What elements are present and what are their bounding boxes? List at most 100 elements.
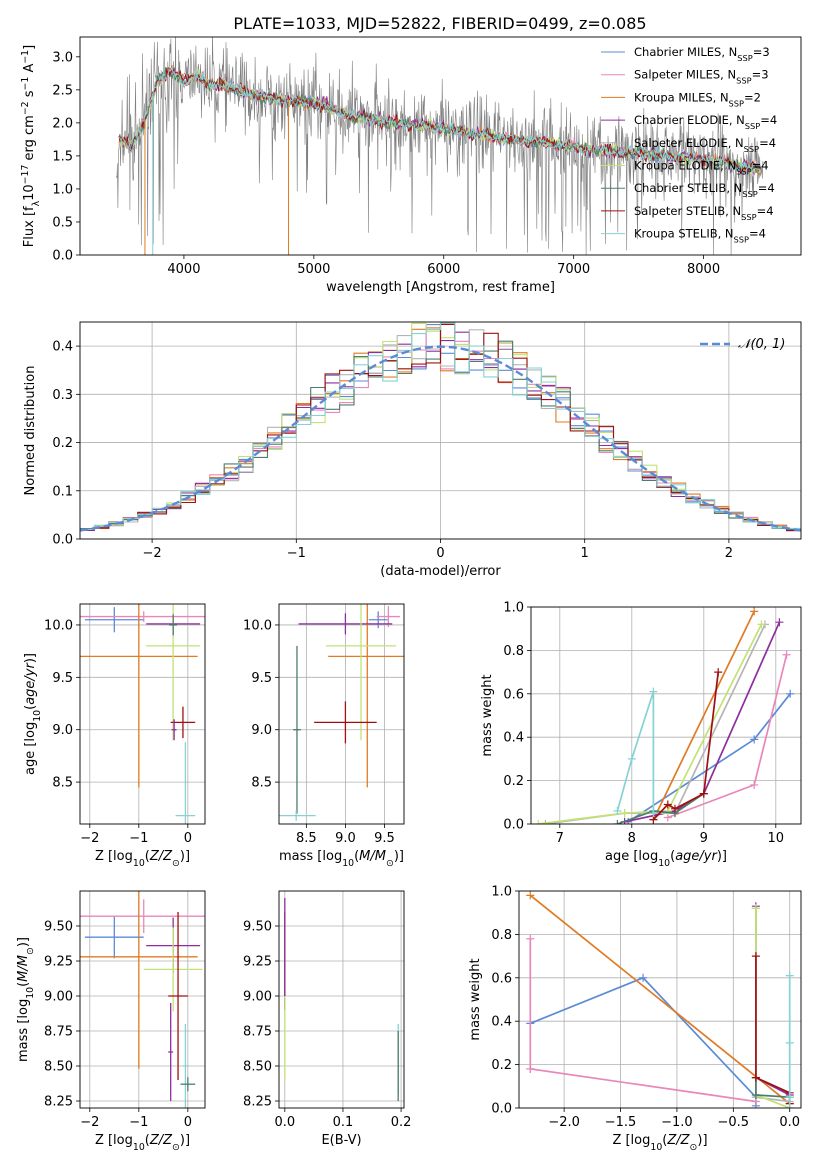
histogram-series bbox=[80, 323, 801, 532]
y-tick-label: 9.00 bbox=[44, 990, 73, 1005]
legend-label: Salpeter STELIB, NSSP=4 bbox=[634, 204, 774, 222]
legend-label: Chabrier ELODIE, NSSP=4 bbox=[634, 113, 777, 131]
axes-frame bbox=[530, 606, 802, 825]
axes-frame bbox=[518, 890, 802, 1109]
plot-area bbox=[80, 322, 801, 539]
y-tick-label: 9.5 bbox=[52, 671, 73, 686]
series-line bbox=[652, 671, 720, 821]
y-tick-label: 0.4 bbox=[491, 1015, 512, 1030]
panel-mass-weight-vs-Z: −2.0 −1.5 −1.0 −0.5 0.0 0.0 0.2 0.4 0.6 0.8 1.0 Z [… bbox=[468, 885, 802, 1153]
series-point bbox=[627, 754, 636, 763]
y-axis-label: Normed distribution bbox=[23, 366, 38, 496]
series-point bbox=[639, 973, 648, 982]
panel-mass-weight-vs-age: 7 8 9 10 0.0 0.2 0.4 0.6 0.8 1.0 age [log10(age/yr… bbox=[480, 601, 802, 869]
y-tick-label: 8.5 bbox=[52, 776, 73, 791]
y-tick-label: 10.0 bbox=[243, 618, 272, 633]
y-tick-label: 10.0 bbox=[44, 618, 73, 633]
y-tick-label: 0.2 bbox=[503, 774, 524, 789]
series-point bbox=[751, 904, 760, 913]
plot-area bbox=[116, 37, 764, 255]
y-tick-label: 0.6 bbox=[503, 687, 524, 702]
series-line bbox=[624, 621, 781, 823]
x-tick-label: 8000 bbox=[687, 262, 720, 277]
x-tick-label: 5000 bbox=[297, 262, 330, 277]
x-tick-label: 7000 bbox=[557, 262, 590, 277]
y-tick-label: 0.4 bbox=[503, 731, 524, 746]
series-point bbox=[757, 620, 766, 629]
plot-area bbox=[519, 891, 801, 1108]
x-tick-label: −1.0 bbox=[661, 1115, 693, 1130]
series-point bbox=[534, 820, 543, 824]
y-tick-label: 8.25 bbox=[243, 1095, 272, 1110]
axes-frame bbox=[79, 321, 802, 540]
y-axis-label: mass weight bbox=[468, 958, 483, 1040]
series-line bbox=[667, 654, 788, 819]
y-tick-label: 9.0 bbox=[251, 723, 272, 738]
panel-age-vs-Z: −2 −1 0 8.5 9.0 9.5 10.0 Z [log10(Z/Z⊙)] age [lo… bbox=[23, 603, 206, 869]
series-point bbox=[785, 1038, 794, 1047]
axes-frame bbox=[278, 890, 405, 1109]
series-point bbox=[649, 687, 658, 696]
x-axis-label: age [log10(age/yr)] bbox=[605, 849, 727, 869]
plot-area bbox=[80, 604, 205, 824]
plot-area bbox=[279, 891, 404, 1108]
x-axis-label: Z [log10(Z/Z⊙)] bbox=[95, 849, 190, 869]
y-tick-label: 0.0 bbox=[52, 533, 73, 548]
x-tick-label: −2 bbox=[143, 546, 162, 561]
x-tick-label: 0.2 bbox=[391, 1115, 412, 1130]
x-tick-label: 1 bbox=[581, 546, 589, 561]
series-line bbox=[616, 691, 655, 814]
y-tick-label: 0.3 bbox=[52, 388, 73, 403]
x-axis-label: Z [log10(Z/Z⊙)] bbox=[95, 1133, 190, 1153]
y-tick-label: 0.0 bbox=[491, 1102, 512, 1117]
series-point bbox=[613, 820, 622, 824]
y-tick-label: 1.0 bbox=[491, 885, 512, 900]
model-spectrum bbox=[118, 66, 762, 174]
series-point bbox=[699, 789, 708, 798]
legend-label: Kroupa ELODIE, NSSP=4 bbox=[634, 159, 769, 177]
panel-mass-vs-Z: −2 −1 0 8.25 8.50 8.75 9.00 9.25 9.50 Z [log10(Z/… bbox=[16, 890, 206, 1153]
y-tick-label: 1.0 bbox=[503, 601, 524, 616]
y-axis-label: mass [log10(M/M⊙)] bbox=[16, 937, 36, 1062]
y-tick-label: 0.4 bbox=[52, 340, 73, 355]
x-tick-label: −2.0 bbox=[548, 1115, 580, 1130]
series-point bbox=[782, 650, 791, 659]
y-tick-label: 0.6 bbox=[491, 971, 512, 986]
panel-residual-histogram: −2 −1 0 1 2 0.0 0.1 0.2 0.3 0.4 𝒩(0, 1) (data-model… bbox=[23, 321, 802, 579]
x-axis-label: wavelength [Angstrom, rest frame] bbox=[326, 280, 555, 295]
series-line bbox=[652, 610, 755, 821]
legend-label: Salpeter MILES, NSSP=3 bbox=[634, 68, 769, 86]
panel-mass-vs-ebv: 0.0 0.1 0.2 8.25 8.50 8.75 9.00 9.25 9.50 E(B-V) bbox=[243, 890, 412, 1148]
x-tick-label: 0.1 bbox=[333, 1115, 354, 1130]
y-tick-label: 1.5 bbox=[52, 149, 73, 164]
x-tick-label: 2 bbox=[725, 546, 733, 561]
series-line bbox=[755, 908, 791, 1108]
normal-curve bbox=[80, 345, 801, 532]
series-point bbox=[751, 1073, 760, 1082]
y-tick-label: 0.0 bbox=[503, 818, 524, 833]
figure-title: PLATE=1033, MJD=52822, FIBERID=0499, z=0… bbox=[233, 14, 646, 33]
plot-area bbox=[80, 891, 205, 1108]
y-tick-label: 9.00 bbox=[243, 990, 272, 1005]
x-tick-label: 0.0 bbox=[274, 1115, 295, 1130]
y-tick-label: 8.25 bbox=[44, 1095, 73, 1110]
y-tick-label: 2.5 bbox=[52, 83, 73, 98]
y-tick-label: 8.50 bbox=[44, 1060, 73, 1075]
y-tick-label: 0.0 bbox=[52, 249, 73, 264]
y-tick-label: 2.0 bbox=[52, 116, 73, 131]
x-tick-label: 8 bbox=[628, 831, 636, 846]
x-tick-label: −2 bbox=[80, 1115, 99, 1130]
series-point bbox=[526, 891, 535, 900]
y-tick-label: 9.0 bbox=[52, 723, 73, 738]
y-tick-label: 8.75 bbox=[44, 1025, 73, 1040]
y-tick-label: 9.50 bbox=[243, 920, 272, 935]
x-tick-label: 9.5 bbox=[374, 831, 395, 846]
panel-spectrum: 4000 5000 6000 7000 8000 0.0 0.5 1.0 1.5 2.0 2.5 3.… bbox=[20, 36, 802, 295]
y-tick-label: 0.8 bbox=[503, 644, 524, 659]
y-tick-label: 9.5 bbox=[251, 671, 272, 686]
series-point bbox=[714, 668, 723, 677]
series-point bbox=[663, 800, 672, 809]
x-tick-label: −1 bbox=[287, 546, 306, 561]
y-axis-label: mass weight bbox=[480, 674, 495, 756]
